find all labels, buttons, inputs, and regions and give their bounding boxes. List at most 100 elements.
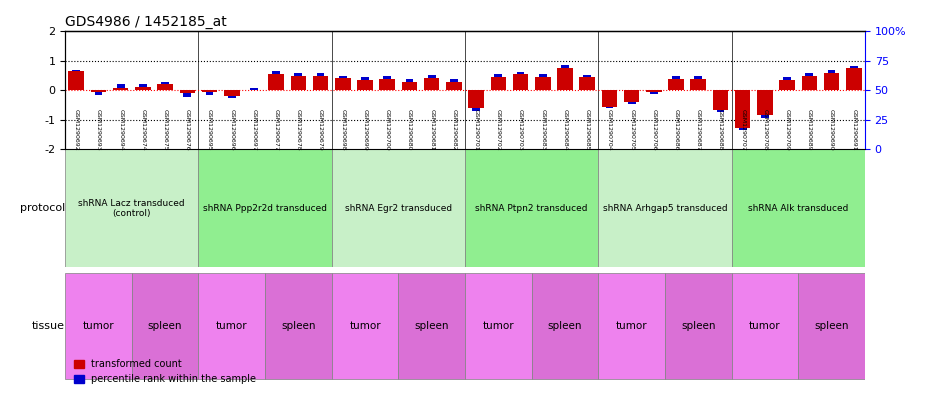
Bar [561,65,569,68]
Bar [828,70,835,73]
Text: GSM1290708: GSM1290708 [763,109,767,151]
FancyBboxPatch shape [465,273,532,379]
Bar [690,79,706,90]
Text: GSM1290683: GSM1290683 [540,109,545,151]
Bar [579,77,595,90]
Bar [290,76,306,90]
Bar [379,79,395,90]
Text: GSM1290677: GSM1290677 [273,109,279,151]
FancyBboxPatch shape [132,273,198,379]
FancyBboxPatch shape [198,273,265,379]
Bar [206,92,213,95]
Bar [517,72,525,74]
Text: GSM1290678: GSM1290678 [296,109,301,151]
FancyBboxPatch shape [398,273,465,379]
Bar [695,76,702,79]
Bar [446,82,461,90]
Text: shRNA Lacz transduced
(control): shRNA Lacz transduced (control) [78,198,185,218]
Bar [557,68,573,90]
Text: tumor: tumor [749,321,781,331]
Bar [738,128,747,130]
Bar [90,90,106,92]
Bar [224,90,240,95]
FancyBboxPatch shape [798,273,865,379]
FancyBboxPatch shape [198,149,332,267]
Bar [779,80,795,90]
Bar [735,90,751,128]
Bar [583,75,591,77]
Bar [717,110,724,112]
Bar [802,75,817,90]
Text: shRNA Egr2 transduced: shRNA Egr2 transduced [345,204,452,213]
Bar [95,92,102,95]
FancyBboxPatch shape [332,149,465,267]
Bar [202,90,218,92]
Text: GSM1290706: GSM1290706 [651,109,657,151]
FancyBboxPatch shape [732,149,865,267]
Bar [646,90,661,92]
Text: GSM1290690: GSM1290690 [829,109,834,151]
Text: GSM1290698: GSM1290698 [340,109,345,151]
Bar [650,92,658,94]
Text: tumor: tumor [349,321,381,331]
Text: protocol: protocol [20,203,65,213]
Bar [157,84,173,90]
FancyBboxPatch shape [265,273,332,379]
Bar [512,74,528,90]
Bar [361,77,369,80]
Bar [428,75,435,78]
Bar [183,94,192,97]
Bar [761,116,769,118]
FancyBboxPatch shape [65,149,198,267]
Bar [850,66,857,68]
Bar [805,73,813,75]
Bar [269,74,284,90]
Bar [383,75,392,79]
Text: GSM1290693: GSM1290693 [96,109,101,151]
FancyBboxPatch shape [665,273,732,379]
Text: GSM1290687: GSM1290687 [696,109,701,151]
Bar [317,73,325,75]
Bar [624,90,640,102]
Text: shRNA Ptpn2 transduced: shRNA Ptpn2 transduced [475,204,588,213]
Bar [605,107,613,108]
Bar [495,74,502,77]
Bar [757,90,773,116]
Text: GSM1290679: GSM1290679 [318,109,323,151]
Text: GSM1290700: GSM1290700 [385,109,390,151]
Text: tumor: tumor [483,321,514,331]
Text: tumor: tumor [616,321,647,331]
Text: GSM1290692: GSM1290692 [73,109,79,151]
Bar [295,73,302,76]
Bar [135,86,151,90]
Text: GDS4986 / 1452185_at: GDS4986 / 1452185_at [65,15,227,29]
Bar [712,90,728,110]
Bar [490,77,506,90]
Text: GSM1290699: GSM1290699 [363,109,367,151]
Bar [272,71,280,74]
Bar [672,75,680,79]
Text: GSM1290685: GSM1290685 [585,109,590,151]
Text: GSM1290696: GSM1290696 [229,109,234,151]
Text: GSM1290702: GSM1290702 [496,109,501,151]
Text: spleen: spleen [148,321,182,331]
Text: GSM1290689: GSM1290689 [807,109,812,151]
FancyBboxPatch shape [332,273,398,379]
Text: GSM1290701: GSM1290701 [473,109,479,151]
Bar [69,71,84,90]
FancyBboxPatch shape [465,149,598,267]
Bar [783,77,791,80]
FancyBboxPatch shape [598,149,732,267]
Bar [335,78,351,90]
Text: tumor: tumor [216,321,247,331]
Bar [602,90,618,107]
Bar [73,70,80,71]
Text: GSM1290691: GSM1290691 [851,109,857,151]
Text: GSM1290682: GSM1290682 [451,109,457,151]
Bar [139,84,147,86]
Text: GSM1290709: GSM1290709 [785,109,790,151]
Bar [538,74,547,77]
Text: shRNA Alk transduced: shRNA Alk transduced [748,204,848,213]
Text: GSM1290675: GSM1290675 [163,109,167,151]
Text: GSM1290686: GSM1290686 [673,109,679,151]
